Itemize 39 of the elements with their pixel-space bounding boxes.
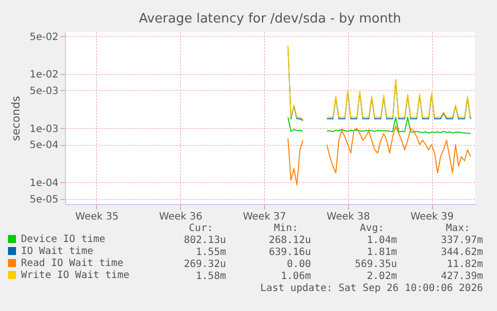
text: 1.58m (196, 271, 226, 282)
text: 569.35u (354, 259, 397, 270)
text: 427.39m (440, 271, 483, 282)
text: 802.13u (184, 235, 226, 246)
text: 1.06m (280, 271, 311, 282)
text: 268.12u (268, 235, 311, 246)
text: 0.00 (286, 259, 311, 270)
y-tick-label: 1e-02 (30, 70, 58, 81)
text: Max: (446, 223, 470, 234)
legend-label: IO Wait time (21, 246, 94, 257)
chart-title: Average latency for /dev/sda - by month (138, 11, 402, 26)
text: 269.32u (184, 259, 226, 270)
x-tick-label: Week 39 (410, 212, 454, 222)
text: Last update: Sat Sep 26 10:00:06 2026 (260, 283, 483, 294)
text: Min: (274, 223, 298, 234)
y-tick-label: 5e-05 (30, 194, 58, 206)
legend-label: Write IO Wait time (21, 270, 130, 281)
y-axis-title: seconds (10, 96, 23, 141)
x-tick-label: Week 38 (326, 212, 370, 222)
legend-label: Device IO time (21, 234, 106, 245)
x-tick-label: Week 35 (75, 212, 119, 222)
y-tick-label: 5e-02 (30, 32, 58, 43)
text: 1.04m (366, 235, 397, 246)
legend-label: Read IO Wait time (21, 258, 124, 269)
y-tick-label: 1e-03 (30, 124, 58, 135)
text: 1.55m (196, 247, 226, 258)
text: Cur: (188, 223, 213, 234)
text: 11.82m (446, 259, 483, 270)
text: 344.62m (440, 247, 483, 258)
text: Avg: (360, 223, 384, 234)
y-tick-label: 5e-04 (30, 140, 58, 152)
text: 639.16u (268, 247, 311, 258)
y-tick-label: 1e-04 (30, 178, 58, 189)
x-tick-label: Week 36 (159, 212, 202, 222)
text: 2.02m (366, 271, 397, 282)
text: 337.97m (440, 235, 483, 246)
y-tick-label: 5e-03 (30, 86, 58, 97)
text: 1.81m (366, 247, 397, 258)
x-tick-label: Week 37 (242, 212, 286, 222)
